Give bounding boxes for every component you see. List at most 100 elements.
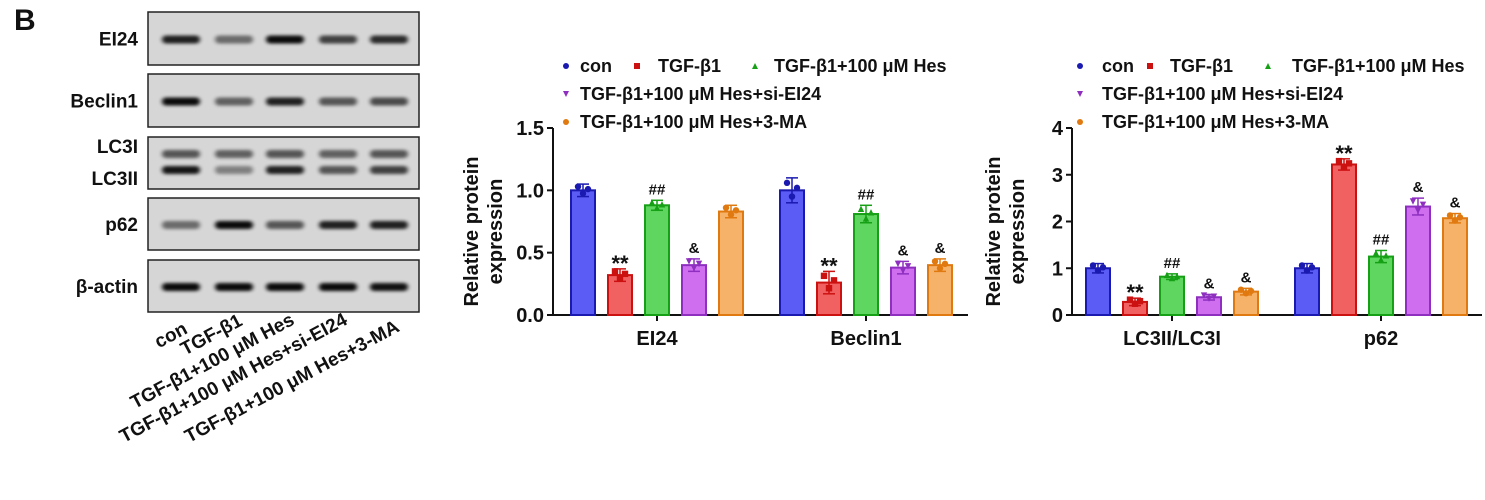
data-point <box>1340 164 1348 171</box>
data-point <box>899 267 907 274</box>
data-point <box>867 209 875 216</box>
data-point <box>584 185 592 193</box>
legend-marker <box>1077 119 1083 125</box>
data-point <box>616 275 624 282</box>
significance-label: & <box>1450 195 1461 212</box>
data-point <box>1200 292 1208 299</box>
data-point <box>1237 286 1245 293</box>
blot-band <box>266 35 304 44</box>
data-point <box>1377 256 1385 263</box>
data-point <box>793 184 801 192</box>
y-tick-label: 2 <box>1052 212 1063 234</box>
bar <box>718 210 744 317</box>
y-tick-label: 0.0 <box>516 305 544 327</box>
legend-label: con <box>580 56 612 76</box>
blot-band <box>215 97 253 106</box>
data-point <box>1382 252 1390 259</box>
significance-label: & <box>689 240 700 257</box>
data-point <box>574 183 582 190</box>
data-point <box>894 260 902 268</box>
data-point <box>685 258 693 265</box>
data-point <box>1099 264 1107 271</box>
bar <box>927 264 953 316</box>
x-tick-label: LC3II/LC3I <box>1123 328 1221 350</box>
data-point <box>732 207 740 214</box>
significance-label: ** <box>1126 280 1144 305</box>
significance-label: & <box>1241 269 1252 286</box>
legend-label: TGF-β1+100 μM Hes <box>1292 56 1465 76</box>
blot-band <box>162 35 200 44</box>
bar <box>1405 205 1431 316</box>
y-axis-label: Relative protein <box>983 156 1005 306</box>
significance-label: ## <box>649 181 666 198</box>
data-point <box>1131 300 1139 307</box>
blot-band <box>162 221 200 229</box>
legend-label: TGF-β1+100 μM Hes+si-EI24 <box>1102 84 1343 104</box>
bar <box>644 204 670 316</box>
data-point <box>658 201 666 208</box>
blot-row-label: p62 <box>105 215 138 236</box>
data-point <box>653 204 661 211</box>
data-point <box>1210 293 1218 300</box>
blot-row: p62 <box>105 197 420 251</box>
bar-chart-ei24-beclin1: 0.0 0.5 1.0 1.5 EI24 Beclin1 Relative protein e… <box>461 56 968 350</box>
blot-row: Beclin1 <box>70 73 420 128</box>
y-axis-label: Relative protein <box>461 156 483 306</box>
data-point <box>941 260 949 268</box>
bar <box>890 266 916 317</box>
x-tick-label: Beclin1 <box>830 328 901 350</box>
y-tick-label: 1 <box>1052 258 1063 280</box>
legend-marker <box>752 63 758 69</box>
legend-label: TGF-β1+100 μM Hes <box>774 56 947 76</box>
y-tick-label: 4 <box>1052 118 1064 140</box>
blot-band <box>319 283 357 291</box>
blot-band <box>370 35 408 44</box>
blot-row: β-actin <box>76 259 420 313</box>
data-point <box>1345 160 1353 167</box>
legend-label: TGF-β1 <box>658 56 721 76</box>
bar <box>1331 163 1357 316</box>
significance-label: ** <box>611 251 629 276</box>
bar <box>681 264 707 316</box>
bar <box>570 189 596 316</box>
data-point <box>820 272 828 280</box>
data-point <box>1094 267 1102 274</box>
data-point <box>857 205 865 212</box>
legend-marker <box>634 63 640 69</box>
data-point <box>931 258 939 265</box>
significance-label: & <box>1413 179 1424 196</box>
bar <box>1294 267 1320 316</box>
blot-row-label: EI24 <box>99 30 139 51</box>
significance-label: ## <box>1164 255 1181 272</box>
data-point <box>1163 271 1171 279</box>
blot-band <box>215 166 253 174</box>
data-point <box>1451 217 1459 224</box>
blot-band <box>162 97 200 106</box>
data-point <box>648 199 656 206</box>
y-tick-label: 0 <box>1052 305 1063 327</box>
y-tick-label: 1.0 <box>516 180 544 202</box>
legend-marker <box>1147 63 1153 69</box>
significance-label: & <box>935 240 946 257</box>
blot-band <box>319 150 357 158</box>
data-point <box>1409 198 1417 205</box>
data-point <box>1136 297 1144 305</box>
data-point <box>1372 249 1380 257</box>
data-point <box>695 260 703 268</box>
blot-frame <box>147 136 420 190</box>
data-point <box>1247 287 1255 295</box>
bar <box>1085 267 1111 316</box>
panel-label: B <box>14 4 36 37</box>
data-point <box>830 277 838 284</box>
data-point <box>1446 212 1454 219</box>
x-tick-label: EI24 <box>636 328 678 350</box>
data-point <box>611 268 619 275</box>
significance-label: & <box>898 242 909 259</box>
blot-row: EI24 <box>99 11 420 66</box>
significance-label: ** <box>820 253 838 278</box>
blot-row: LC3I LC3II <box>92 136 420 190</box>
data-point <box>1205 295 1213 302</box>
significance-label: ** <box>1335 141 1353 166</box>
blot-row-label: LC3II <box>92 169 138 190</box>
y-axis-label: expression <box>485 179 507 285</box>
